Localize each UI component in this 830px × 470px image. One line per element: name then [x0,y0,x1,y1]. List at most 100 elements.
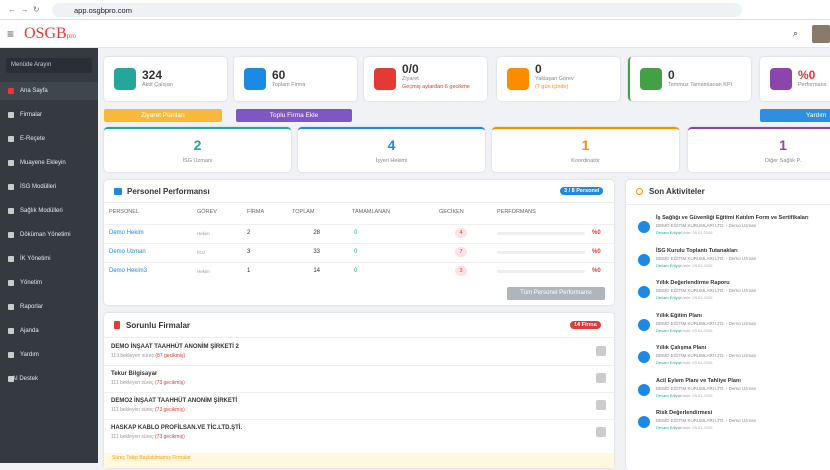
sidebar-item[interactable]: Ajanda [0,322,98,340]
activity-icon [638,253,650,266]
activity-sub: DEMO EĞİTİM KURUMLARI LTD. - Demo Uzman [656,223,757,228]
sidebar-item[interactable]: Firmalar [0,106,98,124]
activities-panel: Son Aktiviteler İş Sağlığı ve Güvenliği E… [626,180,830,470]
sidebar-item[interactable]: İSG Modülleri [0,178,98,196]
avatar[interactable] [812,25,830,43]
total: 14 [313,268,320,274]
sidebar-item[interactable]: AI Destek [0,370,98,388]
divider [626,204,830,205]
role-value: 1 [779,137,787,153]
sidebar-label: Yönetim [20,280,43,286]
visit-plans-button[interactable]: Ziyaret Planları [104,109,222,122]
sidebar-icon [8,256,14,262]
address-bar[interactable] [52,3,742,17]
pending-count: 111 bekleyen süreç [111,380,154,386]
row-divider [104,224,614,225]
sidebar-item[interactable]: Sağlık Modülleri [0,202,98,220]
role-card: 1 Koordinatör [492,127,679,172]
activity-status: Devam Ediyor [656,295,682,300]
sidebar-item[interactable]: Yönetim [0,274,98,292]
sidebar-item[interactable]: Yardım [0,346,98,364]
stat-label: Ziyaret [402,76,419,82]
sidebar-label: Döküman Yönetimi [20,232,71,238]
performance-value: %0 [592,230,601,236]
column-header: PERSONEL [109,209,139,215]
person-name[interactable]: Demo Hekim [109,230,144,236]
role: Hekim [197,269,210,274]
firm-name[interactable]: Tekur Bilgisayar [111,371,158,377]
panel-icon [114,321,120,329]
activity-sub: DEMO EĞİTİM KURUMLARI LTD. - Demo Uzman [656,288,757,293]
search-icon[interactable]: ⌕ [793,28,799,38]
badge: 3 / 8 Personel [560,187,604,195]
stat-icon [770,68,792,90]
bulk-add-button[interactable]: Toplu Firma Ekle [236,109,352,122]
role-label: Koordinatör [571,158,600,164]
firm-name[interactable]: DEMO2 İNŞAAT TAAHHÜT ANONİM ŞİRKETİ [111,398,238,404]
stat-card: 324 Aktif Çalışan [104,57,227,101]
panel-icon [114,188,122,195]
firm-status: 111 bekleyen süreç (73 gecikmiş) [111,380,185,386]
sidebar-item[interactable]: Raporlar [0,298,98,316]
column-header: FİRMA [247,209,265,215]
performance-value: %0 [592,249,601,255]
all-performance-button[interactable]: Tüm Personel Performansı [507,287,605,300]
activity-sub: DEMO EĞİTİM KURUMLARI LTD. - Demo Uzman [656,353,757,358]
activity-icon [638,383,650,396]
activity-title[interactable]: İş Sağlığı ve Güvenliği Eğitimi Katılım … [656,215,809,221]
badge: 14 Firma [570,321,601,329]
activity-title[interactable]: Yıllık Çalışma Planı [656,345,707,351]
role-label: İşyeri Hekimi [375,158,408,164]
stat-label: Toplam Firma [272,82,306,88]
firm-status: 111 bekleyen süreç (73 gecikmiş) [111,407,185,413]
activity-title[interactable]: Yıllık Eğitim Planı [656,312,702,319]
activity-sub: DEMO EĞİTİM KURUMLARI LTD. - Demo Uzman [656,385,757,391]
firm-status: 111 bekleyen süreç (73 gecikmiş) [111,434,185,440]
url: app.osgbpro.com [74,6,132,15]
sidebar-item[interactable]: E-Reçete [0,130,98,148]
logo[interactable]: OSGBpro [24,25,76,43]
role-card: 4 İşyeri Hekimi [298,127,485,172]
person-name[interactable]: Demo Uzman [109,249,146,255]
stat-value: 0/0 [402,62,419,76]
progress-track [497,232,585,235]
sidebar-icon [8,304,14,310]
sidebar-item[interactable]: Muayene Ekleyin [0,154,98,172]
menu-toggle[interactable]: ≡ [7,27,15,41]
help-button[interactable]: Yardım [760,109,830,122]
activity-title[interactable]: Yıllık Değerlendirme Raporu [656,280,730,286]
divider [104,202,614,203]
row-divider [104,419,614,420]
open-button[interactable] [596,400,606,410]
panel-title: Sorunlu Firmalar [126,321,191,330]
sidebar-icon [8,88,14,94]
activity-title[interactable]: İSG Kurulu Toplantı Tutanakları [656,247,738,254]
footer-text: Süreç Takip Başlatılmamış Firmalar [112,455,191,461]
stat-label: Temmuz Tamamlanan KPI [668,82,733,88]
person-name[interactable]: Demo Hekim3 [109,268,148,274]
activity-status: Devam Ediyor [656,262,682,268]
activity-title[interactable]: Acil Eylem Planı ve Tahliye Planı [656,377,741,384]
stat-label: Performans [798,82,827,88]
firm-count: 1 [247,268,251,274]
stat-label: Yaklaşan Görev [535,76,574,82]
sidebar-item[interactable]: İK Yönetimi [0,250,98,268]
header: ≡ OSGBpro ⌕ [0,20,830,48]
stat-card: 0 Yaklaşan Görev (7 gün içinde) [497,57,620,101]
nav-buttons[interactable]: ← → ↻ [8,5,40,14]
open-button[interactable] [596,346,606,356]
firm-name[interactable]: DEMO İNŞAAT TAAHHÜT ANONİM ŞİRKETİ 2 [111,344,239,350]
sidebar: Menüde Arayın Ana Sayfa Firmalar E-Reçete M… [0,48,98,463]
stat-value: 0 [535,62,542,76]
role-label: İSG Uzmanı [182,158,213,164]
sidebar-item[interactable]: Döküman Yönetimi [0,226,98,244]
sidebar-search[interactable]: Menüde Arayın [6,58,92,73]
open-button[interactable] [596,373,606,383]
open-button[interactable] [596,427,606,437]
firm-count: 3 [247,249,251,255]
activity-title[interactable]: Risk Değerlendirmesi [656,410,713,416]
firm-name[interactable]: HASKAP KABLO PROFİLSAN.VE TİC.LTD.ŞTİ. [111,425,243,431]
total: 28 [313,230,320,236]
activity-due: | Vade: 29.01.2026 [679,230,713,235]
sidebar-item[interactable]: Ana Sayfa [0,82,98,100]
